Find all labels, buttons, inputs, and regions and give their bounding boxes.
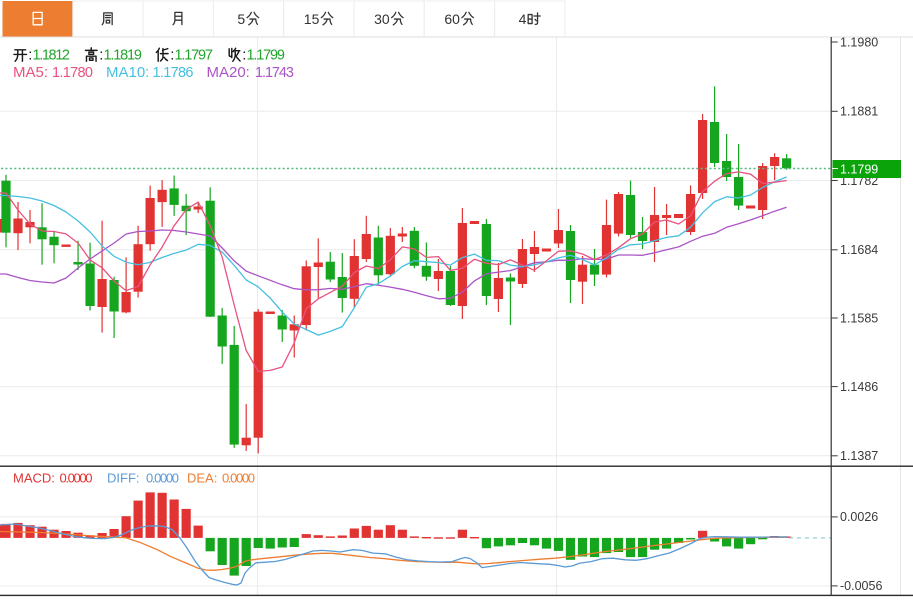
svg-text:0.0026: 0.0026 <box>840 510 878 524</box>
svg-text::: : <box>242 47 246 64</box>
svg-text:60: 60 <box>444 11 460 27</box>
svg-text:15: 15 <box>304 11 320 27</box>
svg-text:1.1743: 1.1743 <box>255 65 294 81</box>
svg-text:1.1486: 1.1486 <box>840 380 878 394</box>
svg-text:1.1780: 1.1780 <box>52 65 93 81</box>
svg-text:1.1980: 1.1980 <box>840 35 878 49</box>
svg-text::: : <box>28 47 32 64</box>
svg-text:1.1684: 1.1684 <box>840 243 878 257</box>
svg-text:1.1812: 1.1812 <box>33 48 71 64</box>
svg-text:1.1799: 1.1799 <box>247 48 286 64</box>
svg-text:5: 5 <box>237 11 245 27</box>
svg-text:0.0000: 0.0000 <box>60 471 93 486</box>
svg-text:1.1819: 1.1819 <box>104 48 143 64</box>
svg-text:MACD:: MACD: <box>13 471 55 486</box>
svg-text:-0.0056: -0.0056 <box>840 579 882 593</box>
svg-text:4: 4 <box>519 11 527 27</box>
svg-text:MA10:: MA10: <box>106 64 149 81</box>
svg-text:0.0000: 0.0000 <box>146 471 179 486</box>
svg-text:DIFF:: DIFF: <box>107 471 140 486</box>
svg-text:1.1786: 1.1786 <box>153 65 194 81</box>
svg-text:1.1881: 1.1881 <box>840 105 878 119</box>
svg-text:0.0000: 0.0000 <box>222 471 255 486</box>
svg-text:30: 30 <box>374 11 390 27</box>
svg-text:1.1799: 1.1799 <box>840 163 878 177</box>
svg-text:DEA:: DEA: <box>187 471 217 486</box>
svg-text:MA20:: MA20: <box>207 64 250 81</box>
svg-text:MA5:: MA5: <box>13 64 48 81</box>
svg-text:1.1387: 1.1387 <box>840 449 878 463</box>
svg-text::: : <box>170 47 174 64</box>
svg-text::: : <box>99 47 103 64</box>
svg-text:1.1585: 1.1585 <box>840 311 878 325</box>
svg-text:1.1797: 1.1797 <box>175 48 214 64</box>
